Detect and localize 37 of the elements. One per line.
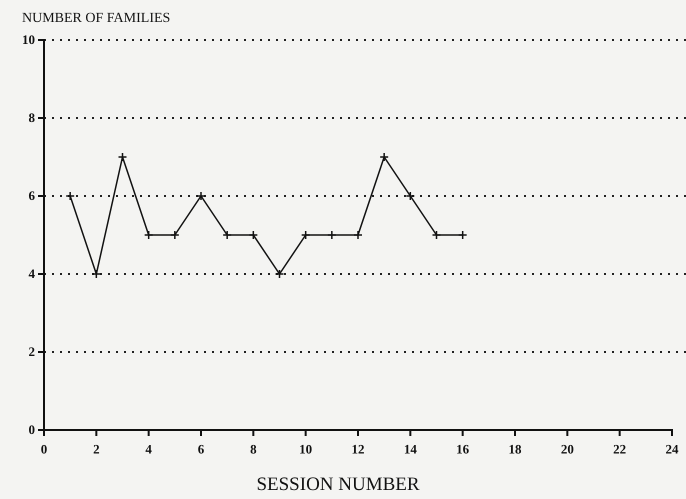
x-tick-label: 6 [198, 441, 205, 456]
y-tick-label: 6 [28, 188, 36, 204]
x-tick-label: 12 [352, 441, 364, 456]
point [65, 191, 75, 201]
point [300, 230, 310, 240]
x-tick-label: 0 [40, 441, 48, 456]
x-tick-label: 8 [250, 441, 258, 456]
y-axis-title: NUMBER OF FAMILIES [22, 11, 170, 26]
point [432, 230, 442, 240]
point [92, 269, 102, 279]
point [118, 152, 128, 162]
x-axis-title: SESSION NUMBER [256, 474, 420, 495]
x-tick-label: 24 [666, 441, 679, 456]
x-tick-label: 4 [145, 441, 152, 456]
x-tick-label: 18 [508, 441, 522, 456]
point [170, 230, 180, 240]
point [222, 230, 232, 240]
y-tick-label: 2 [28, 344, 35, 360]
point [458, 230, 468, 240]
x-tick-label: 16 [456, 441, 470, 456]
point [353, 230, 363, 240]
y-tick-label: 0 [28, 422, 35, 438]
point [327, 230, 337, 240]
y-tick-label: 10 [22, 32, 35, 48]
point [379, 152, 389, 162]
point [144, 230, 154, 240]
point [196, 191, 206, 201]
x-tick-label: 10 [299, 441, 312, 456]
x-tick-label: 2 [93, 441, 100, 456]
x-tick-label: 20 [560, 441, 574, 456]
x-tick-label: 14 [404, 441, 418, 456]
x-tick-label: 22 [613, 441, 626, 456]
point [406, 191, 416, 201]
point [274, 269, 284, 279]
y-tick-label: 4 [28, 266, 36, 282]
point [248, 230, 258, 240]
y-tick-label: 8 [28, 110, 36, 126]
